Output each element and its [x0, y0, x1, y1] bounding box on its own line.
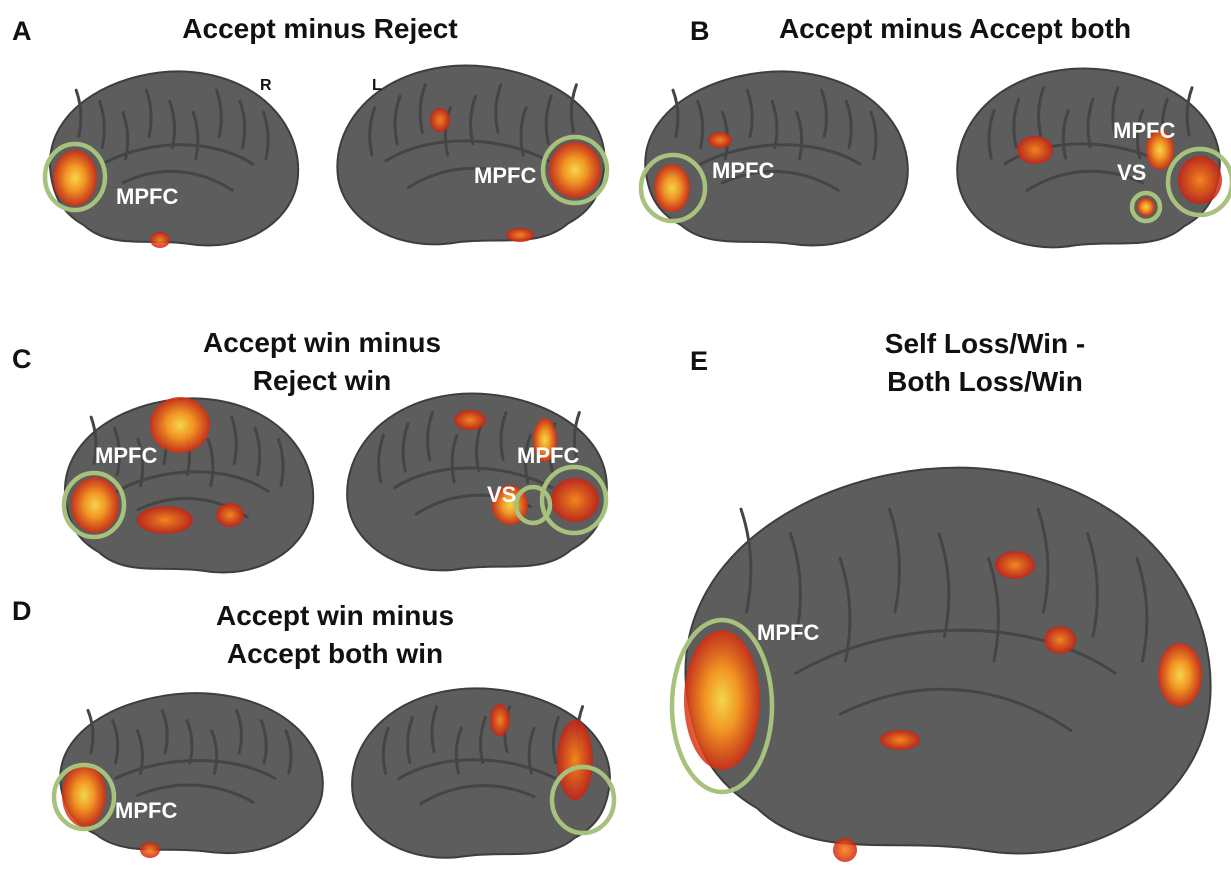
panel-title: Accept win minus — [216, 600, 454, 631]
panel-title: Accept minus Accept both — [779, 13, 1131, 44]
activation — [150, 397, 210, 453]
activation — [551, 478, 599, 522]
panel-title: Both Loss/Win — [887, 366, 1083, 397]
panel-letter: A — [12, 16, 32, 46]
panel-title: Reject win — [253, 365, 391, 396]
roi-label: MPFC — [757, 620, 819, 645]
hemisphere-label: L — [372, 77, 382, 94]
figure: A Accept minus Reject R L MPFC MPFC B Ac… — [0, 0, 1231, 880]
panel-letter: B — [690, 16, 710, 46]
activation — [1178, 156, 1222, 204]
activation — [140, 842, 160, 858]
activation — [71, 477, 119, 533]
activation — [654, 164, 690, 212]
hemisphere-label: R — [260, 77, 272, 94]
roi-label: MPFC — [1113, 118, 1175, 143]
activation — [1044, 626, 1076, 654]
panel-title: Accept both win — [227, 638, 443, 669]
roi-label: MPFC — [116, 184, 178, 209]
activation — [1017, 136, 1053, 164]
roi-label: VS — [487, 482, 516, 507]
roi-label: MPFC — [474, 163, 536, 188]
activation — [557, 720, 593, 800]
roi-label: MPFC — [712, 158, 774, 183]
activation — [1137, 198, 1155, 216]
activation — [137, 506, 193, 534]
activation — [549, 142, 601, 198]
roi-label: MPFC — [115, 798, 177, 823]
activation — [430, 108, 450, 132]
brain-images — [45, 66, 1231, 862]
panel-title: Accept minus Reject — [182, 13, 457, 44]
activation — [150, 232, 170, 248]
activation — [490, 704, 510, 736]
activation — [216, 503, 244, 527]
activation — [995, 551, 1035, 579]
activation — [454, 410, 486, 430]
activation — [53, 150, 97, 206]
activation — [1158, 643, 1202, 707]
panel-title: Self Loss/Win - — [885, 328, 1085, 359]
activation — [62, 763, 106, 827]
panel-letter: C — [12, 344, 32, 374]
activation — [880, 730, 920, 750]
activation — [684, 630, 760, 770]
activation — [506, 228, 534, 242]
panel-title: Accept win minus — [203, 327, 441, 358]
roi-label: MPFC — [517, 443, 579, 468]
activation — [708, 132, 732, 148]
panel-letter: E — [690, 346, 708, 376]
activation — [833, 838, 857, 862]
roi-label: MPFC — [95, 443, 157, 468]
roi-label: VS — [1117, 160, 1146, 185]
panel-letter: D — [12, 596, 32, 626]
